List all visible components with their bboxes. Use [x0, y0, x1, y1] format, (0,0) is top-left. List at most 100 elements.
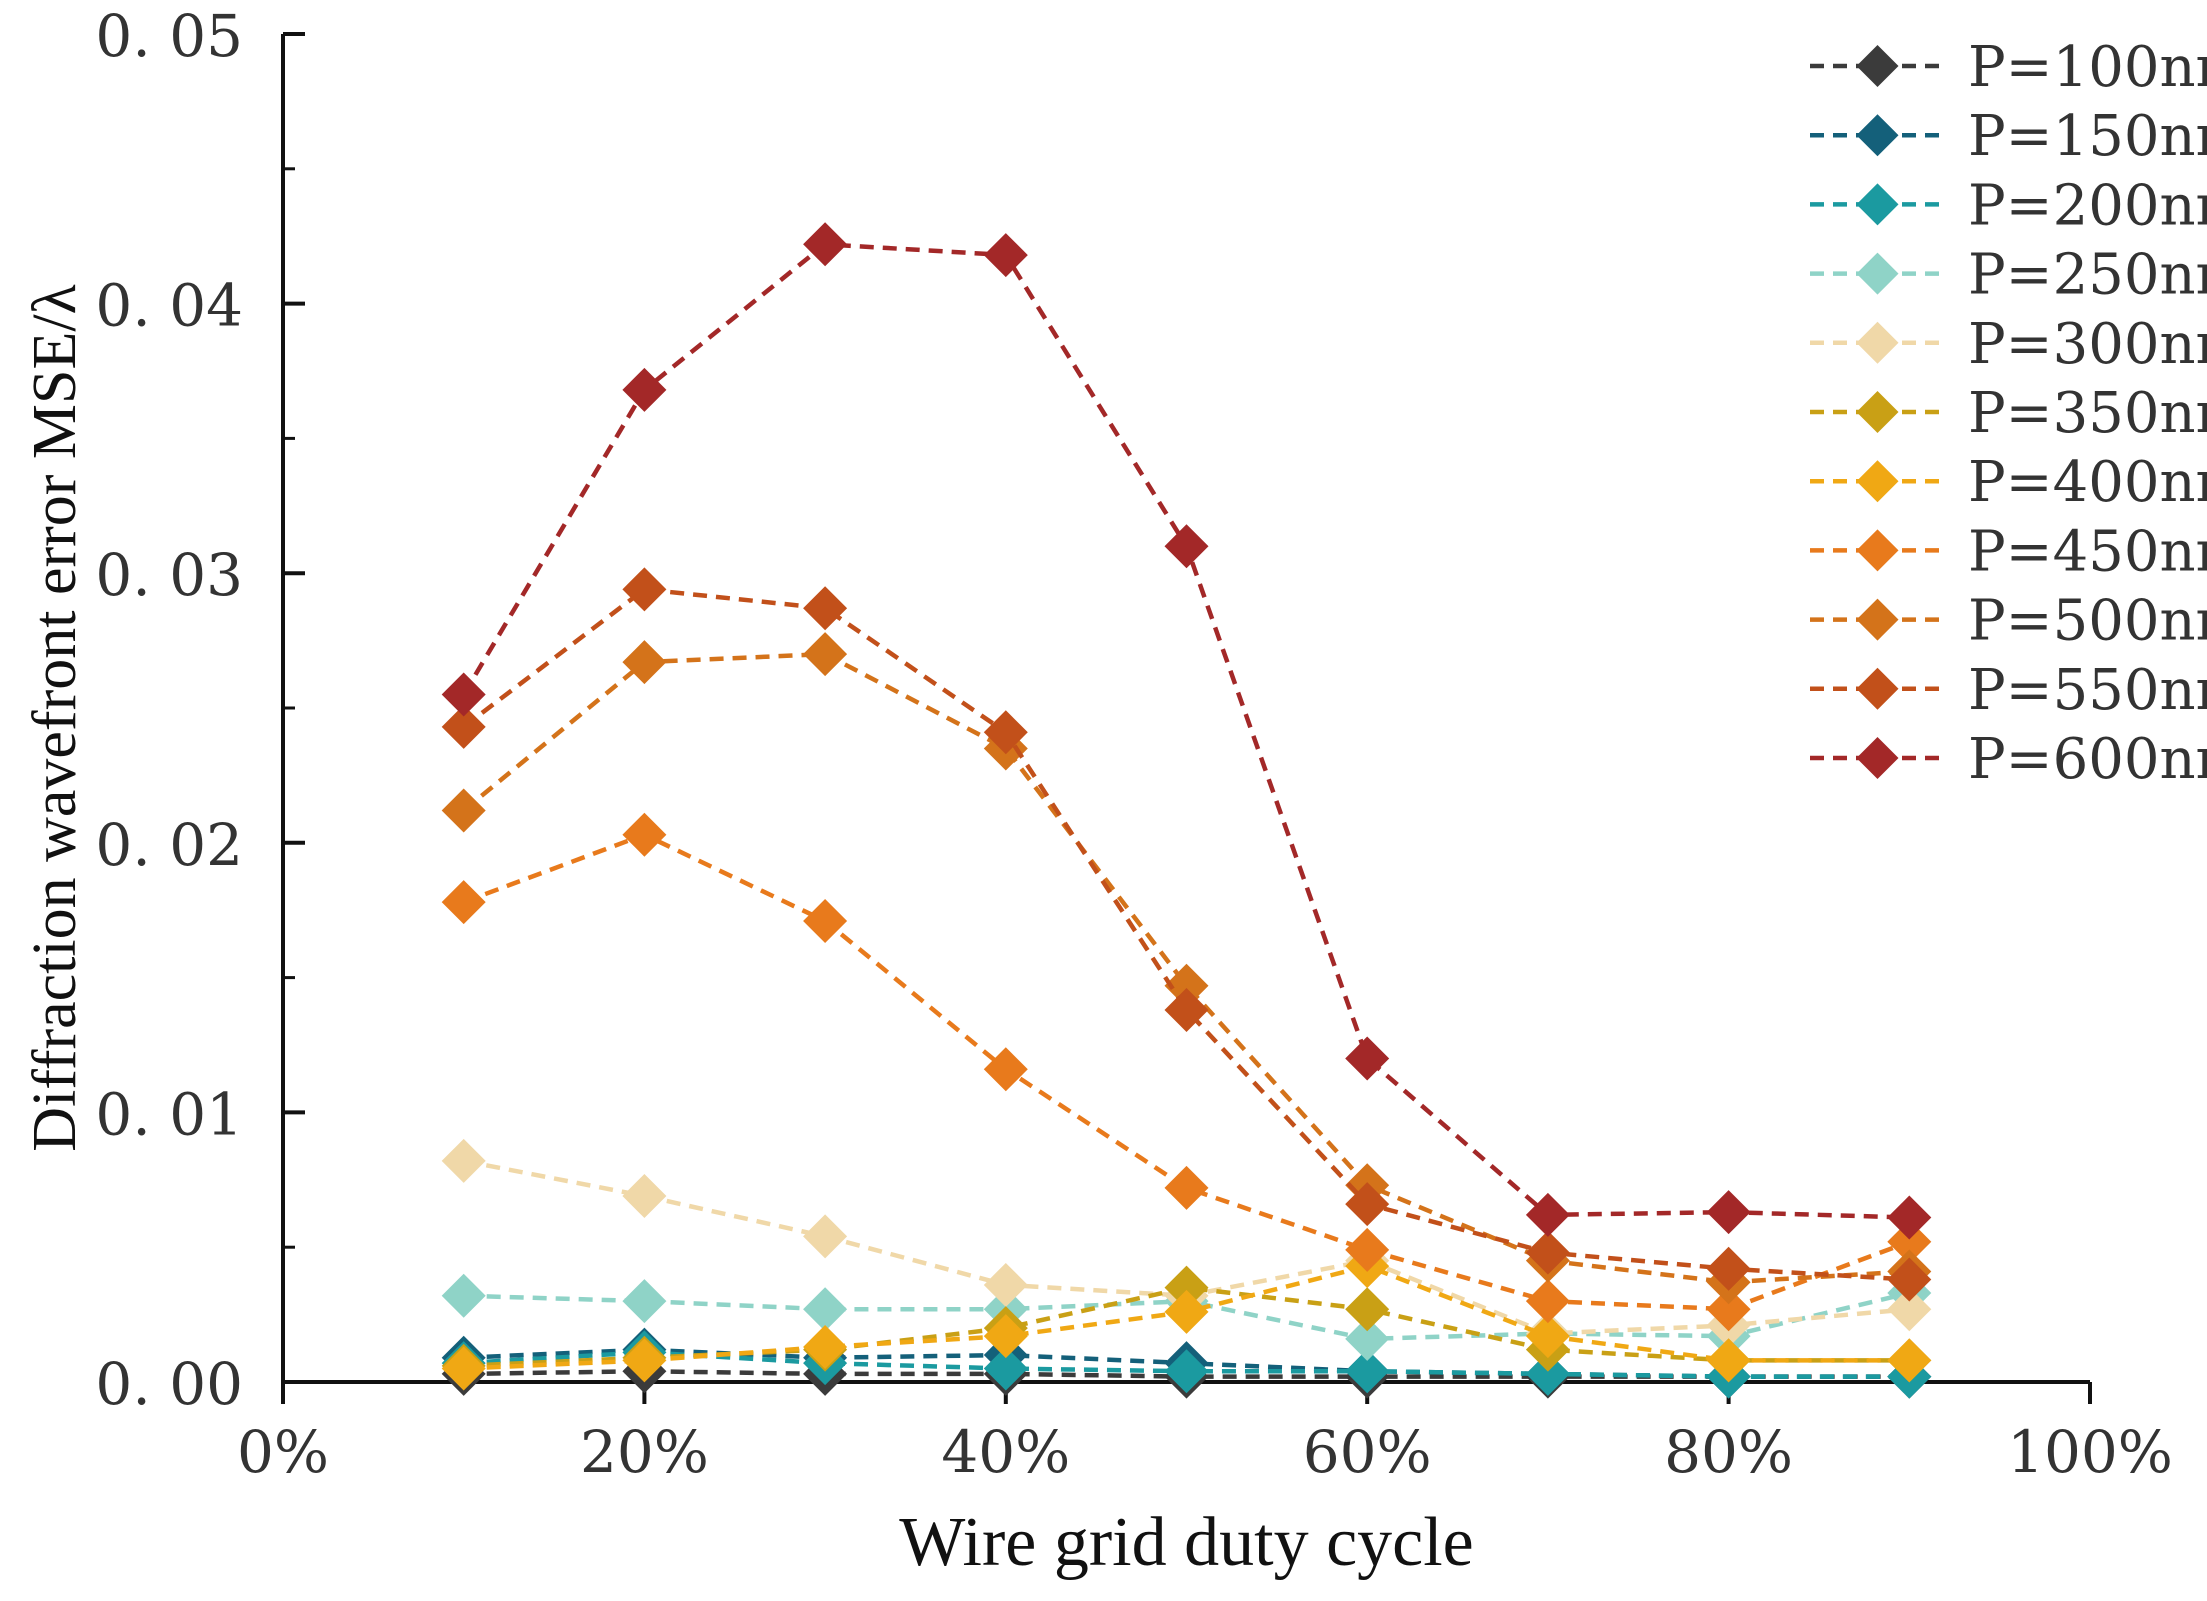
data-point-p-550nm: [441, 704, 486, 749]
x-tick-label: 80%: [1664, 1418, 1793, 1486]
x-tick-label: 100%: [2007, 1418, 2173, 1486]
legend-marker: [1856, 114, 1899, 157]
data-point-p-400nm: [1525, 1314, 1570, 1359]
data-point-p-450nm: [441, 880, 486, 925]
legend-label: P=350nm: [1968, 381, 2207, 446]
data-point-p-600nm: [803, 222, 848, 267]
data-point-p-450nm: [983, 1047, 1028, 1092]
data-point-p-550nm: [1706, 1246, 1751, 1291]
legend-label: P=500nm: [1968, 589, 2207, 654]
axes: 0. 00 0. 01 0. 02 0. 03 0. 04 0. 05 0% 20% 40% 60…: [95, 2, 2172, 1486]
x-axis-title: Wire grid duty cycle: [899, 1504, 1473, 1581]
y-axis-title: Diffraction wavefront error MSE/λ: [21, 284, 89, 1151]
legend-item-p-250nm: P=250nm: [1810, 243, 2207, 308]
data-point-p-450nm: [1345, 1227, 1390, 1272]
legend-marker: [1856, 460, 1899, 503]
series-p-550nm: [441, 567, 1932, 1302]
legend-item-p-450nm: P=450nm: [1810, 519, 2207, 584]
legend: P=100nmP=150nmP=200nmP=250nmP=300nmP=350…: [1810, 35, 2207, 792]
data-point-p-550nm: [983, 710, 1028, 755]
data-point-p-450nm: [1164, 1165, 1209, 1210]
series-line-p-600nm: [461, 241, 1910, 1220]
y-tick-label: 0. 01: [95, 1080, 243, 1148]
legend-label: P=200nm: [1968, 173, 2207, 238]
series-line-p-500nm: [462, 651, 1910, 1285]
legend-item-p-200nm: P=200nm: [1810, 173, 2207, 238]
x-tick-label: 60%: [1303, 1418, 1432, 1486]
y-tick-label: 0. 03: [95, 541, 243, 609]
data-point-p-550nm: [1164, 987, 1209, 1032]
series-p-450nm: [441, 812, 1932, 1332]
legend-marker: [1856, 598, 1899, 641]
data-point-p-550nm: [1345, 1182, 1390, 1227]
legend-marker: [1856, 391, 1899, 433]
data-point-p-400nm: [441, 1346, 486, 1391]
data-point-p-400nm: [622, 1338, 667, 1383]
legend-item-p-350nm: P=350nm: [1810, 381, 2207, 446]
legend-marker: [1856, 252, 1899, 295]
data-point-p-600nm: [1706, 1190, 1751, 1235]
legend-item-p-500nm: P=500nm: [1810, 589, 2207, 654]
data-point-p-450nm: [622, 812, 667, 857]
legend-label: P=100nm: [1968, 35, 2207, 100]
data-point-p-200nm: [1164, 1349, 1209, 1394]
data-point-p-300nm: [803, 1214, 848, 1259]
legend-item-p-300nm: P=300nm: [1810, 312, 2207, 377]
y-tick-label: 0. 02: [95, 811, 243, 879]
data-point-p-500nm: [803, 632, 848, 677]
data-point-p-600nm: [441, 672, 486, 717]
legend-label: P=300nm: [1968, 312, 2207, 377]
series-line-p-550nm: [462, 587, 1910, 1282]
legend-item-p-400nm: P=400nm: [1810, 450, 2207, 515]
data-point-p-300nm: [622, 1173, 667, 1218]
data-point-p-600nm: [1525, 1192, 1570, 1237]
data-point-p-350nm: [1345, 1287, 1390, 1332]
series-line-p-450nm: [462, 832, 1911, 1312]
series-p-600nm: [441, 222, 1932, 1240]
legend-item-p-150nm: P=150nm: [1810, 104, 2207, 169]
data-point-p-400nm: [803, 1324, 848, 1369]
legend-marker: [1856, 737, 1899, 779]
data-point-p-500nm: [441, 788, 486, 833]
data-point-p-500nm: [1164, 963, 1209, 1008]
data-point-p-250nm: [803, 1287, 848, 1332]
data-point-p-600nm: [622, 367, 667, 412]
x-tick-label: 20%: [580, 1418, 709, 1486]
data-point-p-550nm: [1525, 1230, 1570, 1275]
legend-marker: [1856, 321, 1899, 364]
data-point-p-400nm: [983, 1314, 1028, 1359]
data-point-p-450nm: [1887, 1219, 1932, 1264]
legend-item-p-100nm: P=100nm: [1810, 35, 2207, 100]
plot-area: [441, 222, 1932, 1399]
data-point-p-250nm: [441, 1273, 486, 1318]
series-p-200nm: [441, 1330, 1932, 1399]
data-point-p-600nm: [1345, 1036, 1390, 1081]
y-tick-label: 0. 05: [95, 2, 243, 70]
legend-marker: [1856, 183, 1899, 226]
x-tick-label: 0%: [237, 1418, 329, 1486]
legend-item-p-600nm: P=600nm: [1810, 727, 2207, 792]
data-point-p-200nm: [983, 1346, 1028, 1391]
data-point-p-400nm: [1887, 1338, 1932, 1383]
legend-marker: [1856, 667, 1899, 710]
data-point-p-550nm: [803, 586, 848, 631]
x-tick-label: 40%: [941, 1418, 1070, 1486]
data-point-p-400nm: [1706, 1338, 1751, 1383]
legend-label: P=450nm: [1968, 519, 2207, 584]
legend-label: P=600nm: [1968, 727, 2207, 792]
legend-marker: [1856, 45, 1899, 87]
legend-label: P=400nm: [1968, 450, 2207, 515]
legend-label: P=250nm: [1968, 243, 2207, 308]
legend-label: P=150nm: [1968, 104, 2207, 169]
data-point-p-450nm: [803, 898, 848, 943]
data-point-p-200nm: [1525, 1351, 1570, 1396]
data-point-p-300nm: [441, 1138, 486, 1183]
data-point-p-600nm: [1887, 1195, 1932, 1240]
data-point-p-450nm: [1706, 1287, 1751, 1332]
data-point-p-600nm: [983, 233, 1028, 278]
data-point-p-450nm: [1525, 1279, 1570, 1324]
data-point-p-250nm: [622, 1279, 667, 1324]
data-point-p-500nm: [622, 640, 667, 685]
